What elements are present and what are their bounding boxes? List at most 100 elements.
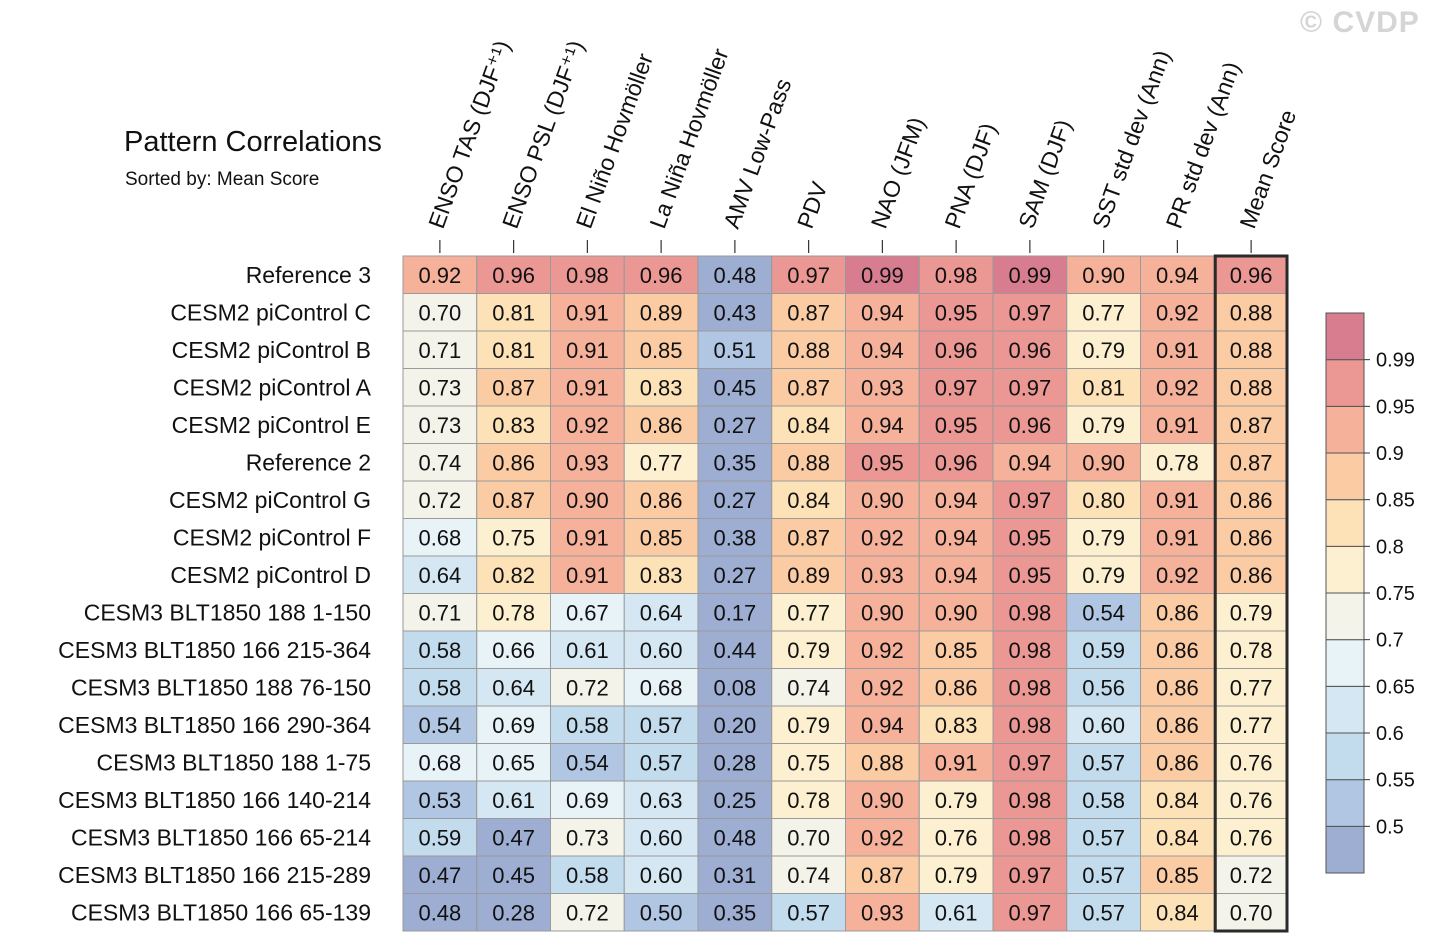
cell-value-label: 0.79 — [935, 788, 978, 813]
heatmap-cell — [550, 705, 625, 744]
heatmap-cell — [1140, 518, 1215, 557]
row-label: CESM3 BLT1850 166 215-289 — [58, 862, 371, 888]
cell-value-label: 0.88 — [861, 750, 904, 775]
cell-value-label: 0.68 — [418, 525, 461, 550]
cell-value-label: 0.61 — [492, 788, 535, 813]
heatmap-cell — [845, 893, 920, 932]
heatmap-cell — [918, 555, 994, 594]
heatmap-cell — [1140, 593, 1215, 632]
heatmap-cell — [1066, 855, 1141, 894]
cell-value-label: 0.57 — [640, 750, 683, 775]
cell-value-label: 0.97 — [1008, 863, 1051, 888]
heatmap-cell — [623, 443, 699, 482]
cell-value-label: 0.90 — [861, 600, 904, 625]
cell-value-label: 0.72 — [566, 675, 609, 700]
heatmap-cell — [771, 855, 846, 894]
heatmap-cell — [550, 330, 625, 369]
cell-value-label: 0.91 — [1156, 488, 1199, 513]
heatmap-cell — [845, 780, 920, 819]
heatmap-cell — [402, 780, 478, 819]
heatmap-cell — [697, 293, 773, 332]
heatmap-cell — [402, 405, 478, 444]
heatmap-cell — [845, 705, 920, 744]
cell-value-label: 0.81 — [492, 300, 535, 325]
cell-value-label: 0.56 — [1082, 675, 1125, 700]
heatmap-cell — [402, 893, 478, 932]
cell-value-label: 0.54 — [1082, 600, 1125, 625]
heatmap-cell — [623, 818, 699, 857]
cell-value-label: 0.27 — [713, 413, 756, 438]
cell-value-label: 0.78 — [1230, 638, 1273, 663]
cell-value-label: 0.83 — [640, 375, 683, 400]
cell-value-label: 0.86 — [640, 488, 683, 513]
cell-value-label: 0.84 — [1156, 900, 1199, 925]
cell-value-label: 0.48 — [713, 263, 756, 288]
row-label: CESM3 BLT1850 166 215-364 — [58, 637, 371, 663]
cell-value-label: 0.98 — [1008, 713, 1051, 738]
colorbar-tick-label: 0.9 — [1376, 443, 1404, 465]
cell-value-label: 0.96 — [935, 338, 978, 363]
cell-value-label: 0.71 — [418, 600, 461, 625]
cell-value-label: 0.94 — [1008, 450, 1051, 475]
heatmap-cell — [992, 593, 1068, 632]
heatmap-cell — [992, 893, 1068, 932]
cell-value-label: 0.08 — [713, 675, 756, 700]
row-label: CESM3 BLT1850 188 1-75 — [97, 749, 371, 775]
heatmap-cell — [402, 668, 478, 707]
heatmap-cell — [1140, 780, 1215, 819]
heatmap-cell — [918, 743, 994, 782]
heatmap-cell — [623, 555, 699, 594]
cell-value-label: 0.57 — [1082, 900, 1125, 925]
heatmap-cell — [623, 593, 699, 632]
cell-value-label: 0.87 — [1230, 413, 1273, 438]
heatmap-cell — [1140, 668, 1215, 707]
heatmap-cell — [771, 743, 846, 782]
heatmap-cell — [697, 705, 773, 744]
cell-value-label: 0.44 — [713, 638, 756, 663]
heatmap-cell — [1066, 555, 1141, 594]
heatmap-cell — [1066, 780, 1141, 819]
cell-value-label: 0.97 — [935, 375, 978, 400]
heatmap-cell — [771, 443, 846, 482]
cell-value-label: 0.76 — [1230, 788, 1273, 813]
cell-value-label: 0.85 — [1156, 863, 1199, 888]
cell-value-label: 0.98 — [1008, 788, 1051, 813]
cell-value-label: 0.92 — [861, 525, 904, 550]
colorbar-bin — [1325, 499, 1365, 547]
heatmap-cell — [623, 405, 699, 444]
column-label: SAM (DJF) — [1013, 116, 1076, 232]
cell-value-label: 0.60 — [1082, 713, 1125, 738]
cell-value-label: 0.25 — [713, 788, 756, 813]
heatmap-cell — [402, 330, 478, 369]
cell-value-label: 0.88 — [1230, 338, 1273, 363]
cell-value-label: 0.94 — [861, 713, 904, 738]
cell-value-label: 0.69 — [566, 788, 609, 813]
cell-value-label: 0.64 — [492, 675, 535, 700]
heatmap-cell — [623, 743, 699, 782]
colorbar-bin — [1325, 545, 1365, 594]
cell-value-label: 0.92 — [861, 638, 904, 663]
heatmap-cell — [845, 743, 920, 782]
heatmap-cell — [1140, 443, 1215, 482]
colorbar-bin — [1325, 312, 1365, 361]
heatmap-cell — [771, 818, 846, 857]
cell-value-label: 0.97 — [787, 263, 830, 288]
heatmap-cell — [1140, 368, 1215, 407]
cell-value-label: 0.90 — [935, 600, 978, 625]
heatmap-cell — [550, 780, 625, 819]
heatmap-cell — [1140, 555, 1215, 594]
cell-value-label: 0.64 — [418, 563, 461, 588]
cell-value-label: 0.93 — [861, 563, 904, 588]
cell-value-label: 0.88 — [787, 338, 830, 363]
column-label: PDV — [792, 178, 833, 232]
cell-value-label: 0.86 — [1230, 488, 1273, 513]
cell-value-label: 0.92 — [1156, 563, 1199, 588]
cell-value-label: 0.87 — [492, 375, 535, 400]
cell-value-label: 0.17 — [713, 600, 756, 625]
cell-value-label: 0.99 — [1008, 263, 1051, 288]
cell-value-label: 0.20 — [713, 713, 756, 738]
cell-value-label: 0.38 — [713, 525, 756, 550]
cell-value-label: 0.45 — [492, 863, 535, 888]
cell-value-label: 0.66 — [492, 638, 535, 663]
heatmap-cell — [697, 855, 773, 894]
